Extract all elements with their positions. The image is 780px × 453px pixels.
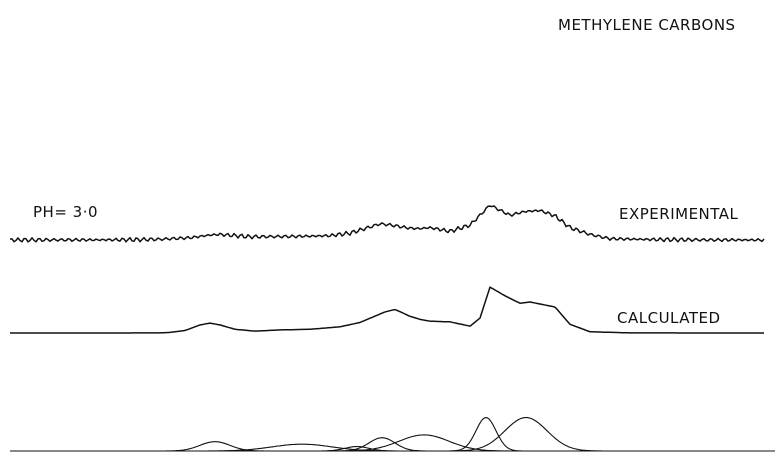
trace-calculated bbox=[10, 286, 764, 334]
component-peak-2 bbox=[182, 443, 422, 452]
components-group bbox=[10, 416, 775, 452]
component-peak-1 bbox=[155, 441, 275, 452]
experimental-label: EXPERIMENTAL bbox=[619, 205, 739, 223]
component-peak-7 bbox=[442, 416, 610, 452]
trace-experimental bbox=[9, 205, 765, 243]
component-peak-6 bbox=[446, 417, 526, 452]
traces-group bbox=[9, 205, 765, 334]
ph-annotation: PH= 3·0 bbox=[33, 203, 98, 221]
chart-title: METHYLENE CARBONS bbox=[558, 16, 736, 34]
calculated-label: CALCULATED bbox=[617, 309, 721, 327]
component-peak-5 bbox=[324, 434, 524, 452]
